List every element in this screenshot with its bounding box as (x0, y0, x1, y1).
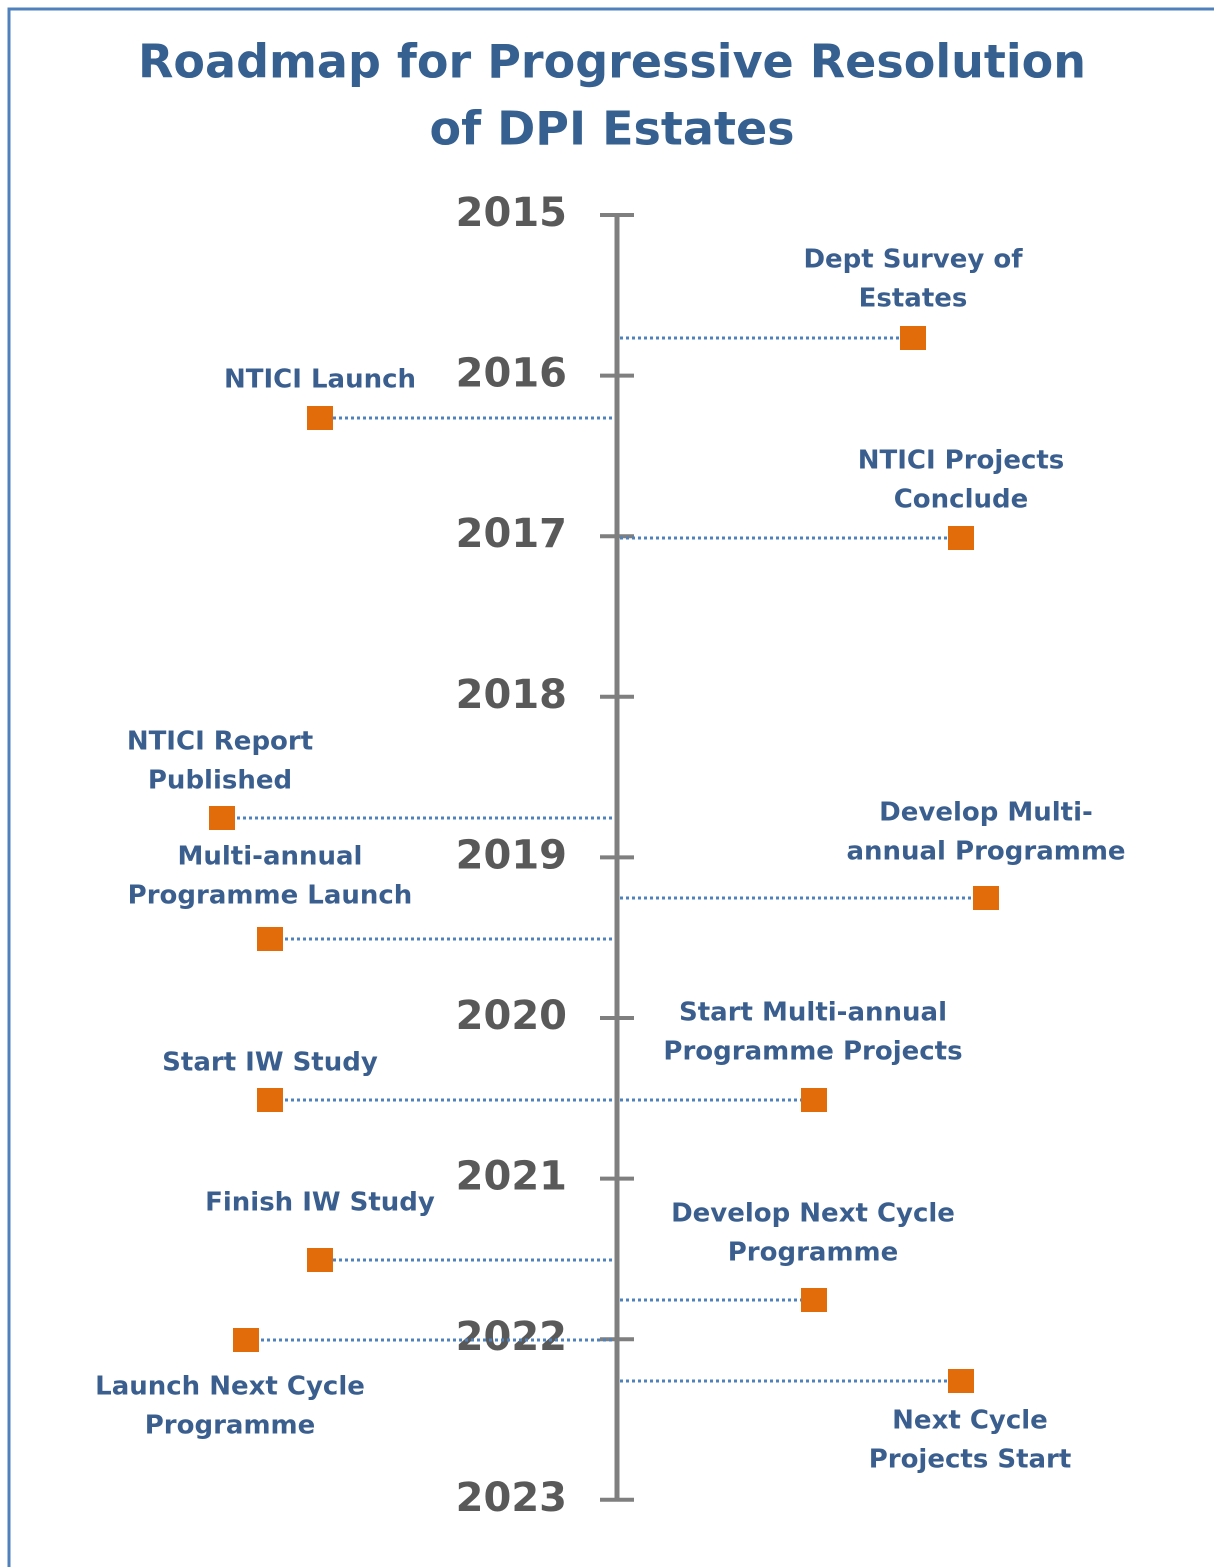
event-label: Programme Launch (128, 881, 413, 911)
event-label: Conclude (894, 485, 1029, 515)
event-marker (801, 1088, 827, 1112)
event-label: NTICI Report (127, 727, 313, 757)
event-marker (973, 886, 999, 910)
event-label: Develop Next Cycle (671, 1199, 955, 1229)
event-label: Programme (145, 1411, 316, 1441)
year-label: 2019 (456, 832, 567, 878)
event-label: Launch Next Cycle (95, 1372, 365, 1402)
title: of DPI Estates (429, 102, 794, 156)
year-label: 2017 (456, 511, 567, 557)
event-label: Start Multi-annual (679, 998, 947, 1028)
year-label: 2021 (456, 1154, 567, 1200)
event-marker (209, 806, 235, 830)
event-marker (307, 406, 333, 430)
year-label: 2018 (456, 672, 567, 718)
frame (7, 7, 1214, 1567)
event-label: NTICI Launch (224, 365, 416, 395)
event-marker (257, 1088, 283, 1112)
year-label: 2015 (456, 190, 567, 236)
event-label: Finish IW Study (205, 1188, 435, 1218)
event-marker (948, 526, 974, 550)
year-label: 2022 (456, 1314, 567, 1360)
event-marker (948, 1369, 974, 1393)
event-marker (900, 326, 926, 350)
title: Roadmap for Progressive Resolution (138, 35, 1086, 89)
year-label: 2020 (456, 993, 567, 1039)
event-label: Programme Projects (663, 1037, 962, 1067)
event-label: Estates (859, 284, 968, 314)
event-label: Published (148, 766, 292, 796)
event-marker (801, 1288, 827, 1312)
event-label: annual Programme (846, 837, 1125, 867)
event-marker (233, 1328, 259, 1352)
event-label: Programme (728, 1238, 899, 1268)
event-marker (307, 1248, 333, 1272)
event-label: Dept Survey of (803, 245, 1023, 275)
year-label: 2016 (456, 351, 567, 397)
event-label: Next Cycle (892, 1406, 1048, 1436)
event-label: Develop Multi- (879, 798, 1093, 828)
event-label: Projects Start (869, 1445, 1072, 1475)
year-label: 2023 (456, 1475, 567, 1521)
event-label: NTICI Projects (858, 446, 1065, 476)
event-label: Multi-annual (178, 842, 363, 872)
event-label: Start IW Study (162, 1048, 378, 1078)
event-marker (257, 927, 283, 951)
